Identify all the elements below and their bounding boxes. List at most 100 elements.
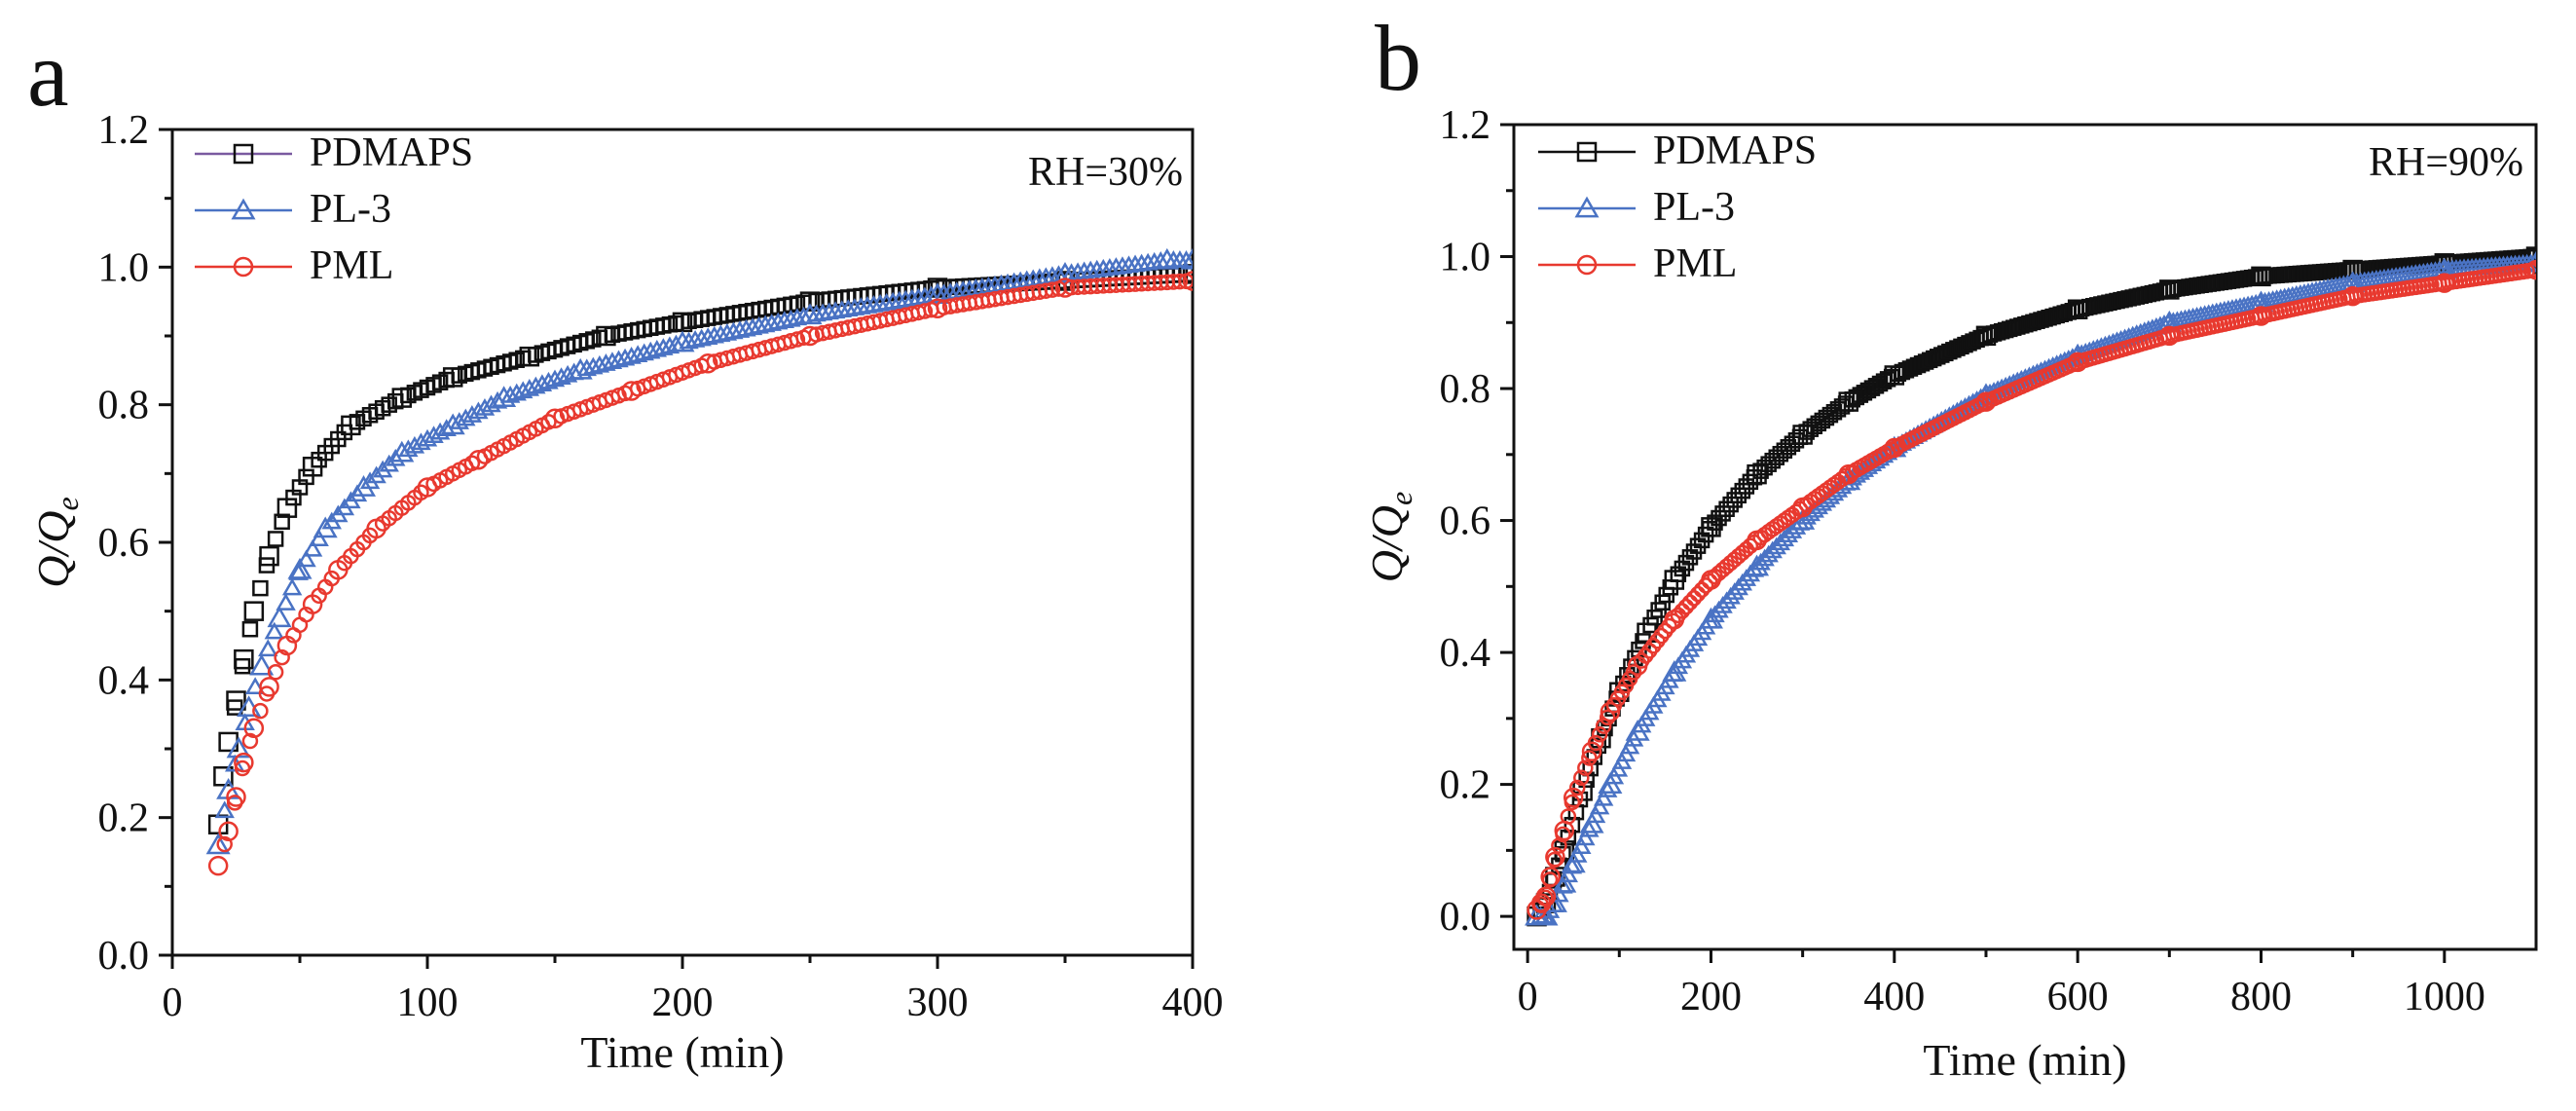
data-point-circle (1540, 867, 1561, 887)
data-point-square (226, 690, 246, 711)
data-point-circle (2067, 352, 2088, 373)
series-dense-marker (1582, 759, 1599, 777)
y-tick-label: 0.0 (98, 934, 150, 979)
series-dense-marker (659, 336, 681, 354)
data-point-circle (1792, 497, 1813, 518)
data-point-square (1792, 425, 1813, 445)
y-tick-label: 0.2 (1440, 763, 1491, 808)
y-tick-label: 0.8 (98, 384, 150, 428)
rh-annotation: RH=30% (1028, 150, 1183, 195)
series-dense-marker (646, 339, 668, 357)
data-point-triangle (1598, 772, 1623, 794)
series-dense-marker (1597, 780, 1618, 797)
data-point-circle (1747, 530, 1767, 551)
series-dense-marker (1176, 250, 1193, 268)
data-point-circle (2525, 259, 2536, 280)
data-point-square (259, 545, 279, 567)
data-point-circle (697, 353, 718, 374)
data-point-triangle (350, 475, 377, 497)
series-dense-marker (1593, 788, 1614, 806)
legend-marker (231, 198, 256, 220)
axes-frame (1512, 123, 2538, 951)
data-point-circle (621, 381, 642, 401)
y-axis-title: Q/Qe (28, 497, 85, 587)
series-dense-marker (234, 657, 251, 675)
series-dense-marker (267, 531, 284, 547)
data-point-square (1884, 365, 1905, 386)
x-tick-label: 200 (652, 981, 714, 1025)
series-dense-marker (781, 309, 801, 327)
series-dense-marker (679, 331, 699, 350)
series-dense-marker (1785, 517, 1807, 535)
data-point-square (302, 457, 323, 477)
legend-marker (1576, 254, 1598, 276)
y-tick-label: 1.0 (1440, 236, 1491, 280)
x-tick-label: 100 (397, 981, 459, 1025)
data-point-circle (234, 752, 254, 773)
data-point-triangle (1698, 607, 1723, 629)
data-point-square (2251, 266, 2271, 287)
series-dense-marker (1171, 273, 1189, 290)
plot-area-a: 0 100 200 300 400 0.0 0.2 0.4 0.6 0.8 1.0 1.2 Time (… (28, 108, 1224, 1077)
series-dense-marker (1670, 607, 1687, 624)
series-dense-marker (532, 374, 553, 392)
y-tick-label: 0.0 (1440, 895, 1491, 940)
series-dense-marker (538, 371, 559, 389)
data-point-square (1701, 517, 1721, 537)
series-dense-marker (1568, 779, 1586, 796)
x-tick-label: 0 (163, 981, 183, 1025)
data-point-triangle (205, 833, 231, 855)
data-point-triangle (440, 413, 465, 435)
rh-annotation: RH=90% (2369, 140, 2523, 185)
data-point-triangle (313, 516, 338, 538)
legend-item-pml: PML (195, 243, 393, 288)
series-dense-marker (1573, 769, 1590, 787)
series-dense-marker (298, 606, 314, 623)
series-dense-marker (684, 330, 706, 348)
series-pdmaps (1527, 246, 2536, 927)
series-dense-marker (274, 513, 290, 531)
data-point-circle (243, 718, 265, 739)
data-point-circle (1554, 820, 1575, 841)
series-dense-marker (540, 414, 557, 430)
series-dense-marker (216, 835, 233, 853)
series-dense-marker (264, 621, 285, 640)
data-point-circle (2342, 285, 2363, 307)
y-tick-label: 0.6 (1440, 500, 1491, 544)
data-point-circle (1054, 278, 1076, 298)
legend-marker (1574, 196, 1600, 218)
legend-marker (1576, 141, 1598, 163)
series-dense-marker (551, 367, 571, 385)
y-axis-title-sub: e (1383, 492, 1418, 505)
legend-item-pl-3: PL-3 (1538, 185, 1735, 230)
data-point-triangle (1625, 719, 1650, 741)
series-dense-marker (506, 383, 527, 401)
data-point-square (519, 346, 540, 367)
y-tick-label: 1.0 (98, 245, 150, 290)
plot-area-b: 0 200 400 600 800 1000 0.0 0.2 0.4 0.6 0.8 1.0 1.2 Ti… (1362, 103, 2538, 1085)
data-point-square (1975, 325, 1997, 347)
series-pdmaps (207, 264, 1193, 834)
series-dense-marker (302, 538, 323, 557)
series-dense-marker (634, 343, 654, 361)
series-dense-marker (691, 328, 712, 347)
series-dense-marker (241, 620, 259, 638)
x-tick-label: 1000 (2404, 975, 2485, 1019)
series-dense-marker (258, 639, 278, 657)
data-point-square (243, 601, 265, 621)
series-dense-marker (754, 315, 776, 333)
data-point-triangle (1561, 851, 1586, 873)
series-dense-marker (1689, 585, 1707, 603)
data-point-circle (1838, 463, 1858, 485)
series-dense-marker (1044, 281, 1061, 298)
data-point-circle (1563, 787, 1584, 808)
x-axis-title: Time (min) (1923, 1035, 2126, 1085)
panel-b: b 0 200 400 600 800 1000 0.0 0.2 0.4 0.6 0.8 1.0 1.2… (1362, 6, 2538, 1085)
data-point-circle (1975, 391, 1997, 412)
data-point-circle (2159, 325, 2180, 347)
series-dense-marker (274, 648, 290, 666)
series-pl-3 (205, 247, 1193, 855)
data-point-circle (276, 635, 298, 656)
data-point-triangle (1180, 247, 1193, 270)
series-dense-marker (621, 346, 642, 364)
